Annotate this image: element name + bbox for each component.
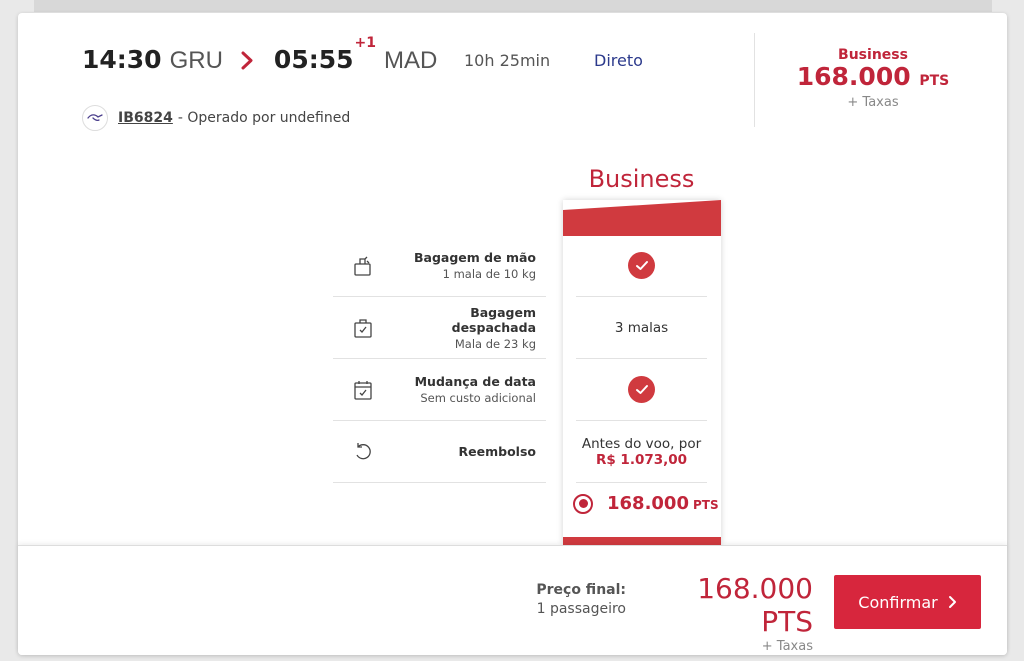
previous-card-edge (34, 0, 992, 12)
final-price-points: 168.000 PTS (697, 572, 813, 638)
checked-bag-value: 3 malas (614, 319, 669, 336)
cell-checked-bag: 3 malas (576, 297, 707, 359)
feature-title: Reembolso (458, 444, 536, 459)
departure-airport: GRU (169, 47, 223, 74)
arrival-airport: MAD (383, 47, 438, 74)
feature-title: Mudança de data (414, 374, 536, 389)
flight-times: 14:30 GRU 05:55+1 MAD (82, 34, 438, 75)
radio-selected-icon[interactable] (573, 493, 593, 514)
cabin-column-header (563, 200, 721, 236)
cabin-column-title: Business (588, 165, 695, 193)
cabin-column-footer (563, 537, 721, 545)
refund-price: R$ 1.073,00 (595, 451, 688, 468)
checked-bag-icon (354, 318, 372, 338)
confirm-label: Confirmar (858, 592, 938, 612)
stops-label[interactable]: Direto (594, 51, 643, 70)
feature-subtitle: 1 mala de 10 kg (442, 267, 536, 281)
header-price: Business 168.000 PTS + Taxas (778, 47, 968, 110)
calendar-change-icon (354, 380, 372, 400)
header-points: 168.000 PTS (796, 62, 950, 91)
final-price-label: Preço final: 1 passageiro (524, 582, 626, 617)
header-taxes: + Taxas (847, 95, 899, 110)
flight-number-link[interactable]: IB6824 (118, 110, 173, 126)
flight-info: IB6824 - Operado por undefined (82, 105, 350, 131)
fare-option-points: 168.000 PTS (607, 493, 719, 514)
feature-row-checked-bag: Bagagem despachada Mala de 23 kg (333, 297, 546, 359)
feature-row-date-change: Mudança de data Sem custo adicional (333, 359, 546, 421)
airline-logo-icon (82, 105, 108, 131)
final-price: 168.000 PTS + Taxas (638, 572, 813, 654)
header-cabin: Business (838, 47, 908, 63)
feature-subtitle: Sem custo adicional (420, 391, 536, 405)
flight-duration: 10h 25min (464, 51, 551, 70)
arrow-right-icon (241, 51, 253, 69)
cell-refund: Antes do voo, por R$ 1.073,00 (576, 421, 707, 483)
feature-subtitle: Mala de 23 kg (454, 336, 536, 351)
feature-title: Bagagem despachada (451, 304, 536, 335)
final-price-taxes: + Taxas (761, 639, 813, 654)
fare-option-radio[interactable]: 168.000 PTS (573, 493, 719, 514)
arrival-time: 05:55+1 (273, 34, 376, 74)
passenger-count: 1 passageiro (536, 601, 626, 617)
departure-time: 14:30 (82, 45, 162, 74)
check-icon (628, 376, 655, 403)
header-divider (754, 33, 755, 127)
operated-by: - Operado por undefined (177, 110, 351, 126)
refund-value: Antes do voo, por (581, 435, 702, 452)
cell-date-change (576, 359, 707, 421)
carry-on-bag-icon (354, 256, 371, 276)
flight-detail-card: 14:30 GRU 05:55+1 MAD 10h 25min Direto B… (18, 13, 1007, 655)
feature-title: Bagagem de mão (414, 250, 536, 265)
feature-row-carry-on: Bagagem de mão 1 mala de 10 kg (333, 235, 546, 297)
cell-carry-on (576, 235, 707, 297)
check-icon (628, 252, 655, 279)
price-footer: Preço final: 1 passageiro 168.000 PTS + … (18, 545, 1007, 655)
chevron-right-icon (948, 596, 956, 608)
arrival-day-offset: +1 (354, 34, 376, 51)
confirm-button[interactable]: Confirmar (834, 575, 981, 629)
refund-icon (356, 442, 371, 459)
feature-row-refund: Reembolso (333, 421, 546, 483)
